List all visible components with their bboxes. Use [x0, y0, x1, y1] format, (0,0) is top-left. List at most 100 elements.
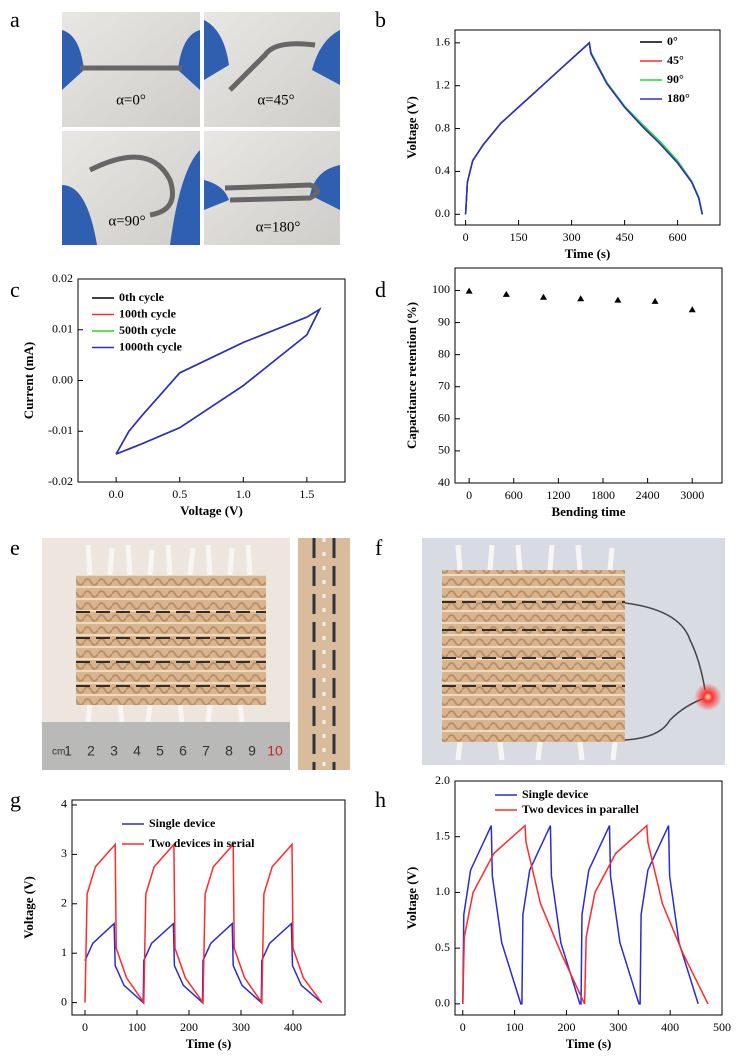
legend-label: 45° [667, 53, 684, 67]
fiber-device [312, 538, 336, 770]
x-tick-label: 1800 [591, 488, 615, 502]
y-tick-label: 0.0 [435, 206, 450, 220]
y-tick-label: 2.0 [435, 773, 450, 787]
point [465, 287, 473, 294]
device [224, 182, 320, 203]
fringe [85, 544, 253, 723]
x-tick-label: 100 [128, 1020, 146, 1034]
legend-label: Single device [522, 787, 589, 801]
y-tick-label: 0 [61, 994, 67, 1008]
textile [442, 570, 625, 742]
legend-label: 0th cycle [119, 290, 165, 304]
x-tick-label: 1.0 [236, 487, 251, 501]
y-tick-label: 50 [438, 443, 450, 457]
x-tick-label: 600 [669, 230, 687, 244]
legend-label: Two devices in serial [149, 836, 255, 850]
panel-label: d [375, 277, 386, 302]
fiber-device [442, 601, 625, 687]
photo-e: cm 1 2 3 4 5 6 7 8 9 10 [42, 538, 350, 770]
legend-label: 500th cycle [119, 323, 177, 337]
x-axis-label: Time (s) [566, 1036, 612, 1051]
x-tick-label: 2400 [636, 488, 660, 502]
y-tick-label: 1 [61, 945, 67, 959]
wire [624, 602, 706, 741]
x-tick-label: 1200 [546, 488, 570, 502]
panel-label: a [10, 7, 20, 32]
y-tick-label: 70 [438, 378, 450, 392]
y-tick-label: 100 [432, 282, 450, 296]
panel-label: f [375, 535, 383, 560]
y-tick-label: 0.0 [435, 996, 450, 1010]
y-tick-label: 0.01 [52, 322, 73, 336]
y-tick-label: 0.4 [435, 163, 450, 177]
y-tick-label: 0.5 [435, 940, 450, 954]
ruler-number: 1 [64, 743, 72, 759]
legend-label: Single device [149, 816, 216, 830]
x-tick-label: 600 [505, 488, 523, 502]
ruler-number: 4 [133, 743, 141, 759]
legend-label: Two devices in parallel [522, 802, 639, 816]
x-axis-label: Time (s) [186, 1036, 232, 1051]
device [88, 154, 175, 218]
plot-frame [71, 799, 346, 1016]
legend-label: 1000th cycle [119, 339, 183, 353]
point [614, 296, 622, 303]
y-tick-label: 4 [61, 797, 67, 811]
y-tick-label: -0.01 [48, 423, 73, 437]
y-tick-label: 1.2 [435, 77, 450, 91]
y-tick-label: 60 [438, 411, 450, 425]
ruler-number: 6 [179, 743, 187, 759]
plot-frame [454, 267, 723, 484]
ruler-number: 10 [267, 743, 283, 759]
x-tick-label: 500 [713, 1020, 731, 1034]
x-tick-label: 450 [616, 230, 634, 244]
panel-label: c [10, 277, 20, 302]
x-tick-label: 0 [463, 230, 469, 244]
panel-label: h [375, 787, 386, 812]
series-line [462, 824, 709, 1005]
x-tick-label: 0.0 [109, 487, 124, 501]
y-tick-label: 0.02 [52, 271, 73, 285]
x-tick-label: 150 [510, 230, 528, 244]
point [577, 295, 585, 302]
y-axis-label: Voltage (V) [404, 867, 419, 930]
series-line [462, 825, 699, 1005]
ruler-numbers: 1 2 3 4 5 6 7 8 9 10 [64, 743, 283, 759]
ruler-number: 9 [248, 743, 256, 759]
y-tick-label: 0.00 [52, 372, 73, 386]
x-tick-label: 0.5 [172, 487, 187, 501]
legend-label: 0° [667, 34, 678, 48]
y-axis-label: Voltage (V) [404, 96, 419, 159]
ruler-number: 2 [87, 743, 95, 759]
plot-frame [454, 780, 723, 1016]
plot-frame [454, 29, 721, 226]
y-tick-label: 40 [438, 475, 450, 489]
fringe [455, 544, 618, 761]
x-axis-label: Bending time [551, 504, 625, 519]
series-line [464, 41, 704, 215]
caption: α=0° [116, 92, 146, 108]
legend-label: 90° [667, 72, 684, 86]
series-line [84, 842, 323, 1005]
ruler-unit: cm [52, 747, 65, 758]
ruler [42, 722, 290, 770]
x-tick-label: 200 [557, 1020, 575, 1034]
y-tick-label: 1.6 [435, 35, 450, 49]
series-line [115, 307, 322, 455]
x-tick-label: 300 [563, 230, 581, 244]
point [688, 306, 696, 313]
x-tick-label: 3000 [680, 488, 704, 502]
x-axis-label: Time (s) [565, 246, 611, 261]
x-tick-label: 0 [82, 1020, 88, 1034]
y-tick-label: 3 [61, 846, 67, 860]
photo-a: α=0° α=45° α=90° α=180° [62, 12, 340, 245]
x-tick-label: 300 [609, 1020, 627, 1034]
ruler-number: 5 [156, 743, 164, 759]
panel-label: e [10, 535, 20, 560]
point [651, 297, 659, 304]
y-tick-label: 2 [61, 896, 67, 910]
y-tick-label: -0.02 [48, 474, 73, 488]
caption: α=180° [256, 219, 301, 235]
point [540, 293, 548, 300]
